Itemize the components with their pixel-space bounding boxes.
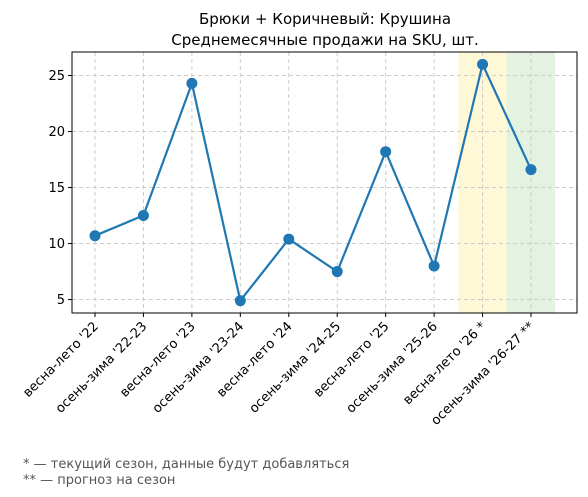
data-point (525, 164, 537, 176)
y-tick-label: 15 (48, 181, 65, 196)
y-tick-label: 20 (48, 125, 65, 140)
season-highlight-band (506, 52, 556, 313)
data-point (380, 146, 392, 158)
y-tick-label: 10 (48, 237, 65, 252)
data-point (477, 58, 489, 70)
season-highlights (458, 52, 556, 313)
data-point (234, 295, 246, 307)
data-point (331, 266, 343, 278)
x-tick-label: осень-зима '23-24 (150, 319, 247, 416)
season-highlight-band (458, 52, 507, 313)
x-tick-label: осень-зима '25-26 (344, 319, 441, 416)
data-point (428, 260, 440, 272)
chart-title: Брюки + Коричневый: Крушина (199, 10, 451, 28)
y-tick-label: 5 (57, 293, 65, 308)
data-point (186, 77, 198, 89)
data-point (89, 230, 101, 242)
x-tick-label: весна-лето '26 * (401, 319, 490, 408)
data-point (283, 233, 295, 245)
chart-subtitle: Среднемесячные продажи на SKU, шт. (171, 31, 479, 49)
y-axis: 5 10 15 20 25 (48, 69, 72, 308)
x-tick-label: осень-зима '22-23 (53, 319, 150, 416)
x-tick-label: осень-зима '24-25 (247, 319, 344, 416)
series-layer (89, 58, 537, 307)
plot-frame (71, 51, 578, 314)
footnote-forecast: ** — прогноз на сезон (23, 473, 176, 488)
data-point (137, 210, 149, 222)
y-tick-label: 25 (48, 69, 65, 84)
series-line (94, 63, 532, 302)
footnote-current-season: * — текущий сезон, данные будут добавлят… (23, 457, 350, 472)
